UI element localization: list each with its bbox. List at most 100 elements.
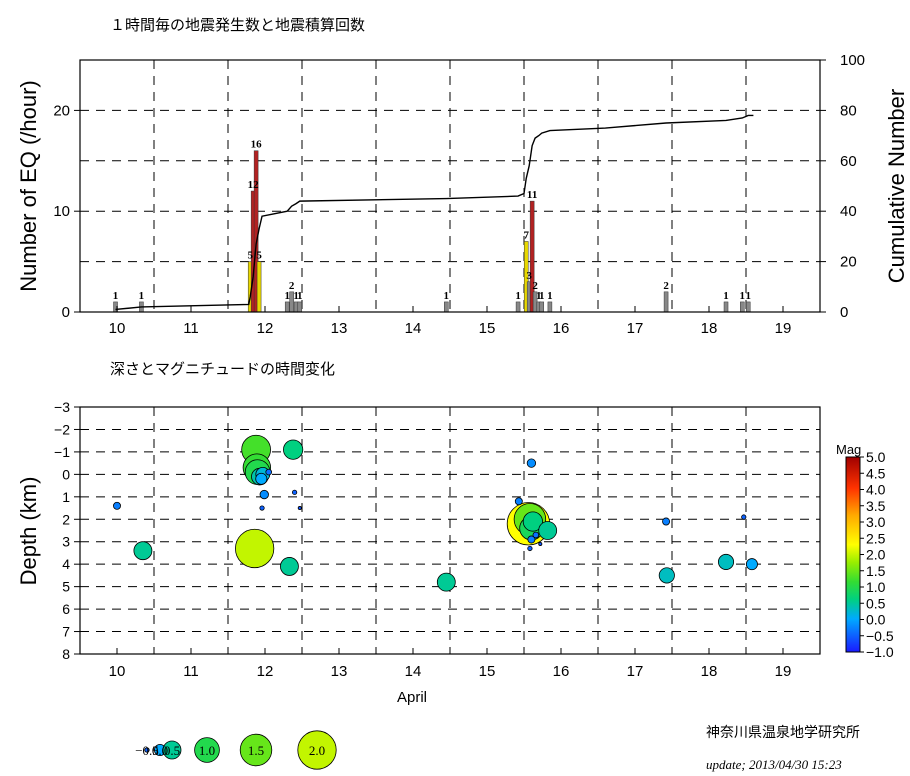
bar-10 xyxy=(444,301,449,313)
top-y2-tick-label-0: 0 xyxy=(840,304,848,321)
bar-17 xyxy=(539,301,545,313)
bar-label-11: 1 xyxy=(515,290,521,302)
colorbar-label-12: −1.0 xyxy=(866,644,894,660)
eq-point-31 xyxy=(741,514,747,520)
eq-point-9 xyxy=(259,489,269,500)
top-chart-gridlines xyxy=(80,60,820,312)
top-x-tick-label-7: 17 xyxy=(627,320,644,337)
bottom-plot-frame xyxy=(79,406,821,655)
bottom-x-tick-label-6: 16 xyxy=(553,663,570,680)
eq-point-32 xyxy=(745,558,758,571)
eq-point-22 xyxy=(527,535,536,544)
top-x-tick-label-8: 18 xyxy=(701,320,718,337)
top-chart-title: １時間毎の地震発生数と地震積算回数 xyxy=(110,16,365,34)
top-y2-axis-label: Cumulative Number xyxy=(884,89,909,283)
bar-label-6: 1 xyxy=(284,290,290,302)
bar-label-16: 1 xyxy=(536,290,542,302)
colorbar-label-10: 0.0 xyxy=(866,612,886,628)
colorbar-label-2: 4.0 xyxy=(866,482,886,498)
bar-label-15: 2 xyxy=(532,280,538,292)
colorbar-label-8: 1.0 xyxy=(866,579,886,595)
size-legend-label-4: 1.5 xyxy=(248,743,264,758)
size-legend-circle-2 xyxy=(162,740,182,760)
bar-label-13: 3 xyxy=(526,270,532,282)
eq-point-14 xyxy=(291,489,298,495)
eq-point-25 xyxy=(538,541,543,546)
bottom-y-tick-label-10: 7 xyxy=(62,624,70,640)
top-y-axis-label: Number of EQ (/hour) xyxy=(16,80,41,292)
hourly-count-bars xyxy=(113,150,751,313)
eq-point-27 xyxy=(538,521,558,540)
top-x-tick-label-5: 15 xyxy=(479,320,496,337)
top-y2-tick-label-5: 100 xyxy=(840,52,865,69)
top-y2-tick-label-4: 80 xyxy=(840,102,857,119)
colorbar-label-3: 3.5 xyxy=(866,498,886,514)
eq-point-28 xyxy=(662,517,671,526)
institute-name: 神奈川県温泉地学研究所 xyxy=(706,724,860,741)
size-legend-circle-5 xyxy=(297,730,337,770)
colorbar-label-5: 2.5 xyxy=(866,530,886,546)
bar-19 xyxy=(663,291,669,313)
bar-label-18: 1 xyxy=(547,290,553,302)
eq-point-30 xyxy=(717,553,735,570)
bar-9 xyxy=(297,301,303,313)
bar-label-17: 1 xyxy=(539,290,545,302)
bottom-x-tick-label-1: 11 xyxy=(183,663,199,680)
eq-point-24 xyxy=(532,531,540,539)
earthquake-points xyxy=(113,434,758,592)
bar-label-19: 2 xyxy=(663,280,669,292)
bar-label-0: 1 xyxy=(113,290,119,302)
eq-point-10 xyxy=(259,505,265,511)
top-x-tick-label-2: 12 xyxy=(257,320,274,337)
eq-point-15 xyxy=(297,506,302,511)
bottom-x-tick-label-2: 12 xyxy=(257,663,274,680)
top-x-tick-label-9: 19 xyxy=(775,320,792,337)
eq-point-26 xyxy=(526,458,537,468)
bar-label-3: 12 xyxy=(248,179,260,191)
eq-point-0 xyxy=(113,501,121,510)
bottom-chart-gridlines xyxy=(80,407,820,654)
bar-22 xyxy=(745,301,751,313)
bar-label-10: 1 xyxy=(444,290,450,302)
colorbar-label-7: 1.5 xyxy=(866,563,886,579)
eq-point-1 xyxy=(133,541,153,561)
eq-point-13 xyxy=(283,439,304,460)
top-x-tick-label-4: 14 xyxy=(405,320,422,337)
bar-18 xyxy=(547,301,553,313)
bar-label-4: 16 xyxy=(251,139,263,151)
cumulative-number-line xyxy=(115,114,754,311)
bottom-y-tick-label-11: 8 xyxy=(62,646,70,662)
bar-20 xyxy=(723,301,729,313)
bottom-x-tick-label-0: 10 xyxy=(109,663,126,680)
bottom-y-tick-label-2: −1 xyxy=(54,444,70,460)
size-legend-circle-3 xyxy=(194,737,220,763)
bottom-y-tick-label-1: −2 xyxy=(54,421,70,437)
bar-11 xyxy=(515,301,521,313)
top-x-tick-label-1: 11 xyxy=(183,320,199,337)
bottom-y-tick-label-3: 0 xyxy=(62,466,70,482)
bar-label-20: 1 xyxy=(723,290,729,302)
bar-21 xyxy=(740,301,745,313)
bottom-x-tick-label-9: 19 xyxy=(775,663,792,680)
top-y2-tick-label-2: 40 xyxy=(840,203,857,220)
top-x-tick-label-0: 10 xyxy=(109,320,126,337)
bottom-y-tick-label-7: 4 xyxy=(62,556,70,572)
colorbar-label-11: −0.5 xyxy=(866,628,894,644)
eq-point-17 xyxy=(514,497,523,506)
bar-label-1: 1 xyxy=(139,290,145,302)
bar-label-14: 11 xyxy=(527,189,537,201)
bar-label-2: 5 xyxy=(247,250,253,262)
top-y-tick-label-1: 10 xyxy=(53,203,70,220)
colorbar-labels: 5.04.54.03.53.02.52.01.51.00.50.0−0.5−1.… xyxy=(860,449,894,660)
bar-label-7: 2 xyxy=(289,280,295,292)
colorbar-label-4: 3.0 xyxy=(866,514,886,530)
size-legend-circle-4 xyxy=(239,733,273,767)
top-y-tick-label-2: 20 xyxy=(53,102,70,119)
bottom-y-tick-label-4: 1 xyxy=(62,489,70,505)
size-legend-label-3: 1.0 xyxy=(199,743,215,758)
size-legend-label-5: 2.0 xyxy=(309,743,325,758)
bar-label-21: 1 xyxy=(740,290,746,302)
eq-point-7 xyxy=(255,472,268,485)
